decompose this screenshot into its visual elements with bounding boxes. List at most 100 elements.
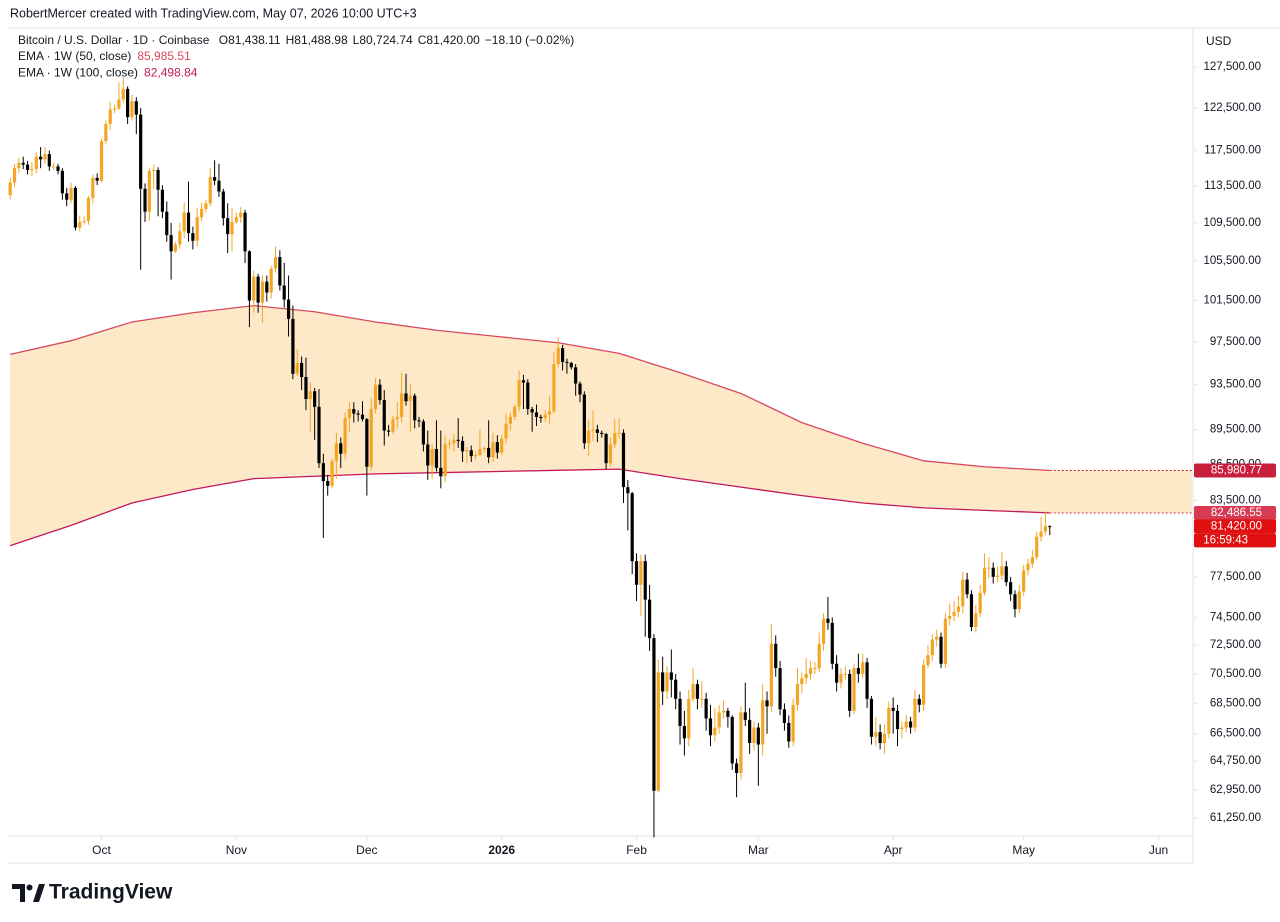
candle-body: [295, 362, 299, 374]
candle-body: [469, 450, 473, 457]
candle-body: [630, 493, 634, 562]
candle-body: [95, 177, 99, 181]
candle-body: [217, 180, 221, 192]
candle-body: [365, 419, 369, 467]
candle-body: [891, 707, 895, 711]
x-tick-label: Feb: [626, 843, 647, 857]
candle-body: [682, 726, 686, 739]
candle-body: [621, 432, 626, 488]
candle-body: [643, 561, 647, 600]
candle-body: [969, 594, 974, 628]
candle-body: [626, 487, 630, 494]
candle-body: [965, 579, 969, 595]
chart-title: Bitcoin / U.S. Dollar · 1D · Coinbase: [18, 33, 210, 47]
candle-body: [856, 668, 860, 674]
candle-body: [326, 481, 330, 486]
candle-body: [565, 361, 569, 363]
candle-body: [922, 665, 926, 705]
candle-body: [21, 162, 25, 165]
candle-body: [278, 257, 282, 286]
y-tick-label: 117,500.00: [1204, 145, 1261, 157]
candle-body: [169, 235, 173, 252]
candle-body: [513, 406, 517, 417]
candle-body: [343, 418, 347, 454]
candle-body: [913, 698, 917, 728]
legend-value: 85,985.51: [137, 49, 191, 63]
candle-body: [995, 575, 1000, 577]
candle-body: [134, 101, 138, 115]
candle-body: [121, 88, 125, 100]
candle-body: [669, 672, 673, 680]
candle-body: [813, 668, 817, 670]
y-tick-label: 109,500.00: [1203, 217, 1261, 229]
candle-body: [791, 704, 795, 742]
candle-body: [952, 611, 956, 616]
candle-body: [1009, 582, 1013, 595]
x-tick-label: 2026: [488, 843, 515, 857]
candle-body: [360, 414, 365, 420]
candle-body: [373, 384, 378, 410]
logo-slash: [33, 884, 45, 902]
candle-body: [1022, 570, 1026, 592]
candle-body: [835, 663, 839, 683]
candle-body: [1004, 566, 1008, 583]
candle-body: [443, 444, 447, 477]
candle-body: [273, 257, 278, 269]
candle-body: [634, 561, 639, 585]
y-tick-label: 68,500.00: [1210, 697, 1261, 709]
candle-body: [478, 449, 482, 455]
candle-body: [613, 432, 617, 445]
x-tick-label: Apr: [884, 843, 903, 857]
candle-body: [230, 221, 234, 235]
candle-body: [291, 318, 295, 374]
candle-body: [221, 191, 225, 219]
candle-body: [286, 299, 291, 319]
candle-body: [186, 212, 191, 234]
candle-body: [556, 348, 560, 365]
candle-body: [417, 420, 421, 422]
candle-body: [330, 460, 334, 486]
candle-body: [252, 276, 256, 301]
price-label-box: [1194, 519, 1276, 534]
legend-name: EMA · 1W (50, close): [18, 49, 131, 63]
candle-body: [534, 412, 539, 417]
candle-body: [978, 592, 982, 614]
candle-body: [160, 189, 165, 212]
candle-body: [30, 169, 34, 171]
legend-value: 82,498.84: [144, 66, 198, 80]
candle-body: [104, 123, 108, 142]
ohlc-key: C: [418, 33, 427, 47]
candle-body: [195, 217, 199, 241]
logo-dot: [26, 884, 33, 891]
candle-body: [173, 244, 178, 252]
candle-body: [617, 432, 621, 434]
candle-body: [269, 268, 273, 293]
candle-body: [574, 367, 578, 384]
candle-body: [887, 707, 891, 734]
candle-body: [865, 662, 869, 699]
x-tick-label: Oct: [92, 843, 111, 857]
candle-body: [739, 712, 743, 773]
candle-body: [530, 409, 534, 413]
candle-body: [600, 432, 604, 435]
candle-body: [787, 722, 791, 742]
candle-body: [404, 393, 408, 402]
x-tick-label: Jun: [1149, 843, 1168, 857]
candle-body: [560, 348, 565, 362]
candle-body: [400, 393, 404, 417]
y-tick-label: 72,500.00: [1210, 639, 1261, 651]
candle-body: [908, 721, 913, 728]
candle-body: [582, 394, 586, 444]
candle-body: [782, 709, 787, 723]
candle-body: [956, 606, 961, 612]
candle-body: [974, 613, 978, 628]
candle-body: [935, 636, 939, 640]
candle-body: [265, 281, 269, 293]
candle-body: [774, 643, 778, 669]
candle-body: [308, 391, 312, 399]
candle-body: [43, 154, 47, 160]
candle-body: [352, 409, 356, 414]
candle-body: [578, 383, 582, 395]
candle-body: [8, 182, 12, 196]
candle-body: [191, 233, 195, 241]
